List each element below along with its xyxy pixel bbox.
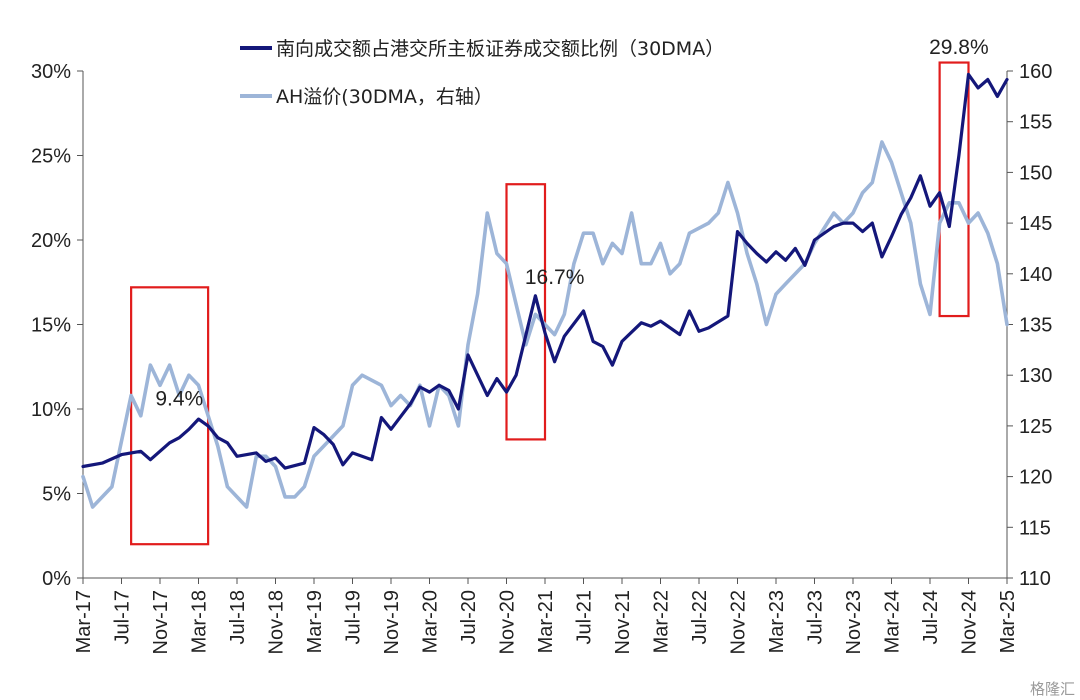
right-tick-label: 145 [1019, 213, 1052, 235]
left-tick-label: 20% [31, 230, 71, 252]
x-tick-label: Mar-19 [304, 590, 326, 653]
right-axis-ticks: 110 115 120 125 130 135 140 145 150 155 160 [1007, 61, 1052, 590]
highlight-box [505, 183, 547, 441]
right-tick-label: 160 [1019, 61, 1052, 83]
annotations: 9.4% 16.7% 29.8% [155, 36, 988, 411]
highlight-box [130, 286, 210, 546]
x-tick-label: Nov-22 [728, 590, 750, 654]
right-tick-label: 140 [1019, 264, 1052, 286]
series-line-ah-premium [81, 140, 1009, 509]
x-tick-label: Nov-19 [381, 590, 403, 654]
left-tick-label: 25% [31, 146, 71, 168]
left-tick-label: 15% [31, 315, 71, 337]
x-tick-label: Nov-24 [959, 590, 981, 654]
x-tick-label: Jul-23 [805, 590, 827, 644]
x-tick-label: Jul-24 [920, 590, 942, 644]
right-tick-label: 155 [1019, 112, 1052, 134]
x-tick-label: Jul-21 [574, 590, 596, 644]
right-tick-label: 110 [1019, 568, 1051, 590]
watermark: 格隆汇 [1030, 680, 1075, 698]
left-axis-ticks: 0% 5% 10% 15% 20% 25% 30% [31, 61, 83, 590]
right-tick-label: 120 [1019, 467, 1052, 489]
left-tick-label: 5% [42, 484, 71, 506]
annotation-label: 9.4% [155, 388, 203, 411]
annotation-label: 29.8% [929, 36, 989, 59]
x-tick-label: Mar-18 [189, 590, 211, 653]
x-tick-label: Mar-17 [73, 590, 95, 653]
right-tick-label: 125 [1019, 416, 1052, 438]
series-lines [81, 72, 1009, 509]
x-tick-label: Nov-23 [843, 590, 865, 654]
x-axis-ticks: Mar-17 Jul-17 Nov-17 Mar-18 Jul-18 Nov-18 Mar-… [73, 578, 1019, 654]
left-tick-label: 10% [31, 399, 71, 421]
x-tick-label: Jul-22 [689, 590, 711, 644]
x-tick-label: Jul-18 [227, 590, 249, 644]
left-tick-label: 30% [31, 61, 71, 83]
highlight-box [938, 61, 970, 318]
series-line-southbound [81, 72, 1009, 470]
x-tick-label: Mar-21 [535, 590, 557, 653]
legend-label-ah-premium: AH溢价(30DMA，右轴） [276, 86, 493, 108]
x-tick-label: Nov-20 [497, 590, 519, 654]
x-tick-label: Mar-23 [766, 590, 788, 653]
right-tick-label: 150 [1019, 162, 1052, 184]
x-tick-label: Nov-21 [612, 590, 634, 654]
x-tick-label: Jul-20 [458, 590, 480, 644]
x-tick-label: Mar-24 [882, 590, 904, 653]
legend-label-southbound: 南向成交额占港交所主板证券成交额比例（30DMA） [276, 38, 724, 60]
x-tick-label: Jul-19 [343, 590, 365, 644]
x-tick-label: Mar-22 [651, 590, 673, 653]
legend: 南向成交额占港交所主板证券成交额比例（30DMA） AH溢价(30DMA，右轴） [240, 38, 724, 108]
x-tick-label: Mar-20 [420, 590, 442, 653]
x-tick-label: Nov-18 [266, 590, 288, 654]
right-tick-label: 135 [1019, 315, 1052, 337]
x-tick-label: Mar-25 [997, 590, 1019, 653]
right-tick-label: 130 [1019, 365, 1052, 387]
left-tick-label: 0% [42, 568, 71, 590]
right-tick-label: 115 [1019, 517, 1051, 539]
x-tick-label: Jul-17 [112, 590, 134, 644]
annotation-label: 16.7% [525, 266, 585, 289]
x-tick-label: Nov-17 [150, 590, 172, 654]
highlight-boxes [130, 61, 970, 546]
